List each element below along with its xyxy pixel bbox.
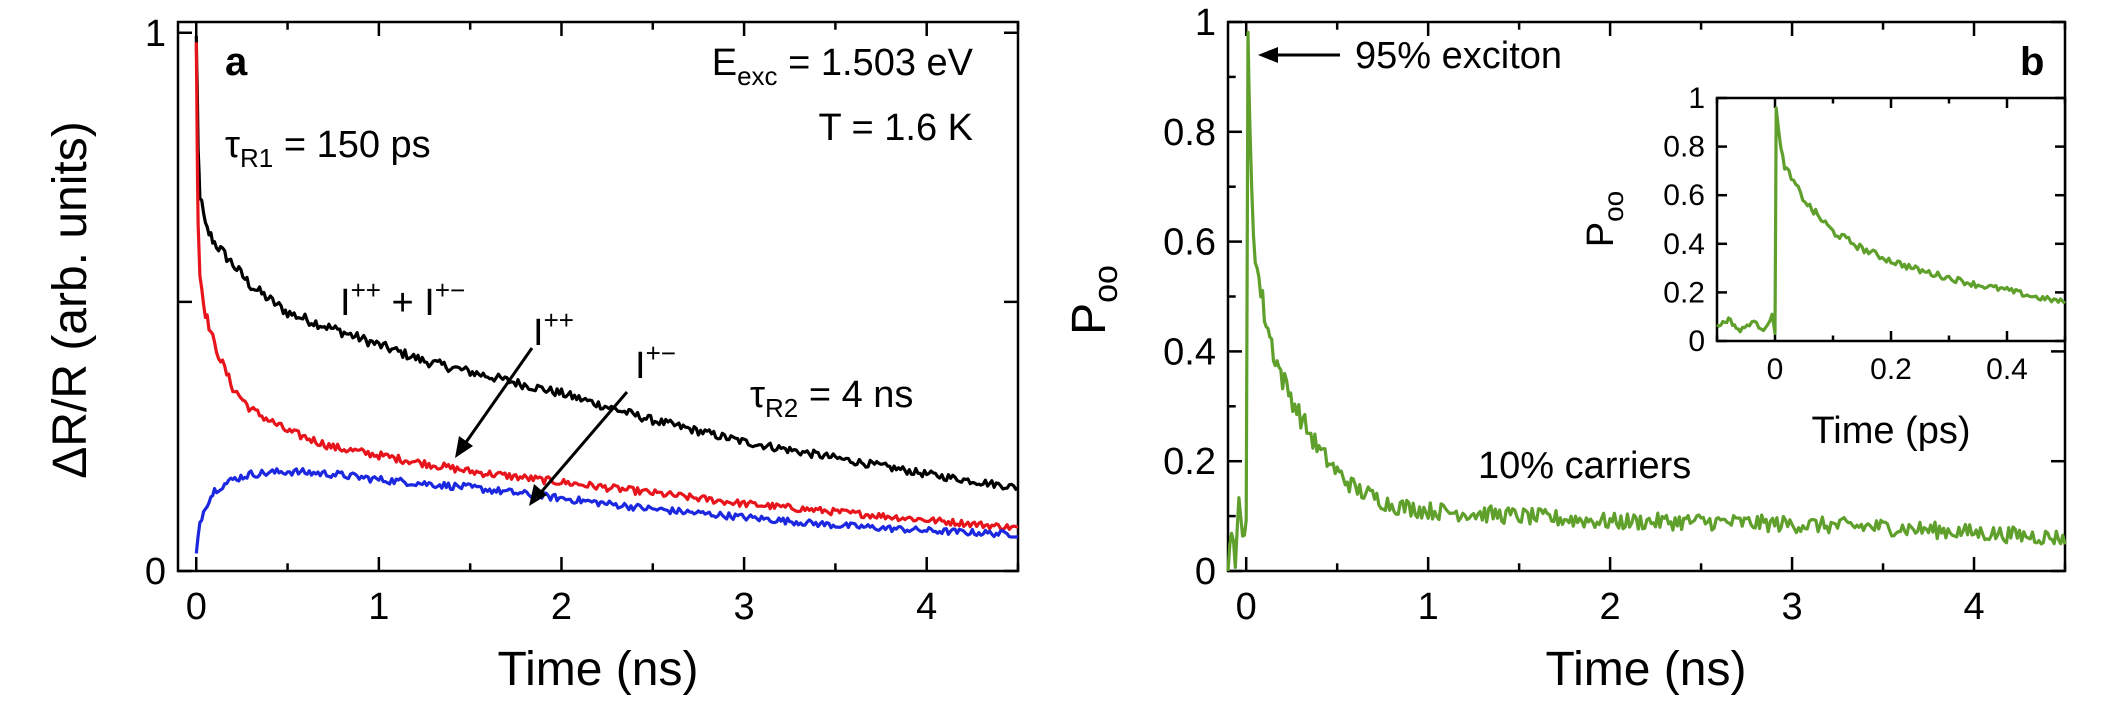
svg-text:Poo: Poo [1580,191,1629,248]
panel-b-inset-y-tick-label: 0.6 [1663,179,1705,212]
panel-b-curves [1226,30,2067,572]
panel-a-temperature: T = 1.6 K [818,107,973,149]
panel-a-x-axis-label: Time (ns) [498,643,699,696]
panel-b-y-tick-label: 0.2 [1163,441,1216,483]
panel-b-inset-x-tick-label: 0.4 [1986,353,2028,386]
panel-a-series-0 [194,35,1019,491]
panel-b-inset-y-axis-label: Poo [1580,191,1629,248]
panel-a-x-tick-label: 4 [916,586,937,628]
panel-b-y-tick-label: 0.8 [1163,112,1216,154]
panel-a-y-axis-label: ΔR/R (arb. units) [44,121,97,478]
panel-b-series-0 [1226,30,2067,572]
panel-a-sum-label: I++ + I+− [340,275,465,324]
panel-b-x-axis-label: Time (ns) [1546,643,1747,696]
panel-b-y-tick-label: 1 [1195,2,1216,44]
panel-a-letter: a [225,40,248,84]
panel-a-x-tick-label: 0 [186,586,207,628]
svg-text:Poo: Poo [1063,265,1125,335]
panel-b-inset-y-tick-label: 0.2 [1663,276,1705,309]
panel-a-ipm-arrowhead [529,484,547,506]
panel-a-series-1 [194,42,1019,532]
panel-b-letter: b [2020,40,2044,84]
panel-a-ticks: 0 1 2 3 4 0 1 [145,13,1020,628]
panel-b-y-axis-label: Poo [1063,265,1125,335]
panel-a-y-tick-label: 1 [145,13,166,55]
panel-a-ipp-arrow [460,347,534,449]
panel-a-y-tick-label: 0 [145,551,166,593]
panel-b-inset-y-tick-label: 0 [1688,325,1705,358]
panel-b-x-tick-label: 2 [1600,586,1621,628]
panel-b-x-tick-label: 1 [1418,586,1439,628]
panel-b-inset-x-axis-label: Time (ps) [1811,410,1970,452]
panel-b-ticks: 0 1 2 3 4 0 0.2 0.4 0.6 0.8 1 [1163,2,2067,628]
panel-b-y-tick-label: 0.4 [1163,331,1216,373]
panel-b-x-tick-label: 0 [1236,586,1257,628]
panel-a-ipp-label: I++ [533,305,574,354]
panel-b-x-tick-label: 3 [1781,586,1802,628]
panel-a-x-tick-label: 3 [734,586,755,628]
panel-b: 0 1 2 3 4 0 0.2 0.4 0.6 0.8 1 Time (ns) Poo b 95% … [1063,2,2067,696]
panel-a-excitation-energy: Eexc = 1.503 eV [712,42,974,91]
panel-b-exciton-label: 95% exciton [1355,35,1562,77]
panel-a-tau-r1: τR1 = 150 ps [225,124,431,173]
panel-b-exciton-arrowhead [1258,47,1278,63]
panel-b-inset-background [1717,98,2065,341]
panel-a-series-2 [194,467,1019,554]
panel-b-inset-ticks: 0 0.2 0.4 0 0.2 0.4 0.6 0.8 1 [1663,82,2067,386]
panel-b-y-tick-label: 0 [1195,551,1216,593]
panel-b-inset-y-tick-label: 0.4 [1663,228,1705,261]
panel-a-x-tick-label: 1 [368,586,389,628]
panel-b-inset-series-0 [1716,106,2067,335]
panel-b-inset-curves [1716,106,2067,335]
panel-b-carriers-label: 10% carriers [1478,445,1691,487]
panel-a-ipm-label: I+− [635,338,676,387]
panel-a-frame [176,20,1020,573]
panel-a-x-tick-label: 2 [551,586,572,628]
panel-b-y-tick-label: 0.6 [1163,222,1216,264]
panel-a-curves [194,35,1019,554]
panel-a-ipp-arrowhead [455,436,473,458]
panel-b-inset-x-tick-label: 0 [1767,353,1784,386]
panel-b-inset-y-tick-label: 0.8 [1663,131,1705,164]
panel-a-ipm-arrow [535,391,629,498]
panel-b-inset-y-tick-label: 1 [1688,82,1705,115]
panel-a-tau-r2: τR2 = 4 ns [750,374,913,423]
panel-b-inset-x-tick-label: 0.2 [1870,353,1912,386]
panel-b-x-tick-label: 4 [1963,586,1984,628]
panel-b-inset: 0 0.2 0.4 0 0.2 0.4 0.6 0.8 1 Time (ps) Poo [1580,82,2067,452]
panel-a: 0 1 2 3 4 0 1 Time (ns) ΔR/R (arb. units) a Ee… [44,13,1020,696]
